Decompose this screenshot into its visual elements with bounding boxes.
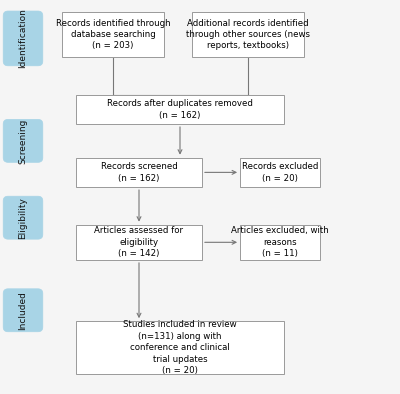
Text: Additional records identified
through other sources (news
reports, textbooks): Additional records identified through ot… bbox=[186, 19, 310, 50]
Text: Records screened
(n = 162): Records screened (n = 162) bbox=[101, 162, 177, 182]
FancyBboxPatch shape bbox=[3, 11, 43, 66]
FancyBboxPatch shape bbox=[240, 158, 320, 187]
Text: Records excluded
(n = 20): Records excluded (n = 20) bbox=[242, 162, 318, 182]
Text: Articles assessed for
eligibility
(n = 142): Articles assessed for eligibility (n = 1… bbox=[94, 227, 184, 258]
Text: Eligibility: Eligibility bbox=[18, 197, 28, 239]
FancyBboxPatch shape bbox=[76, 158, 202, 187]
Text: Records after duplicates removed
(n = 162): Records after duplicates removed (n = 16… bbox=[107, 99, 253, 119]
FancyBboxPatch shape bbox=[3, 289, 43, 332]
Text: Studies included in review
(n=131) along with
conference and clinical
trial upda: Studies included in review (n=131) along… bbox=[123, 320, 237, 375]
Text: Articles excluded, with
reasons
(n = 11): Articles excluded, with reasons (n = 11) bbox=[231, 227, 329, 258]
FancyBboxPatch shape bbox=[62, 12, 164, 57]
FancyBboxPatch shape bbox=[76, 321, 284, 374]
FancyBboxPatch shape bbox=[76, 225, 202, 260]
Text: Screening: Screening bbox=[18, 118, 28, 164]
FancyBboxPatch shape bbox=[192, 12, 304, 57]
FancyBboxPatch shape bbox=[3, 119, 43, 162]
FancyBboxPatch shape bbox=[240, 225, 320, 260]
Text: Identification: Identification bbox=[18, 9, 28, 68]
FancyBboxPatch shape bbox=[76, 95, 284, 124]
FancyBboxPatch shape bbox=[3, 196, 43, 239]
Text: Records identified through
database searching
(n = 203): Records identified through database sear… bbox=[56, 19, 170, 50]
Text: Included: Included bbox=[18, 291, 28, 330]
